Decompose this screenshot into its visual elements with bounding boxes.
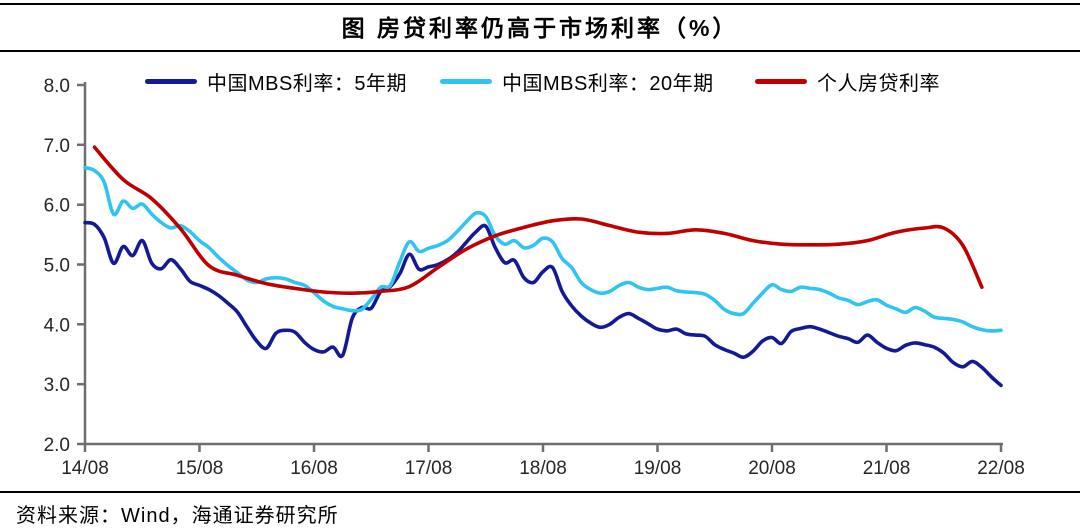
chart-title: 图 房贷利率仍高于市场利率（%）: [341, 15, 739, 41]
series-line-1: [83, 165, 1003, 333]
y-tick-label: 4.0: [44, 315, 70, 336]
x-tick-label: 21/08: [863, 458, 911, 479]
line-swatch-mortgage-icon: [755, 78, 807, 84]
y-tick-label: 7.0: [44, 136, 70, 157]
series-line-0: [83, 220, 1003, 388]
legend-label-mbs-20y: 中国MBS利率：20年期: [502, 72, 714, 95]
source-note: 资料来源：Wind，海通证券研究所: [16, 505, 339, 527]
legend-item-mbs-20y: 中国MBS利率：20年期: [440, 68, 714, 95]
legend-item-mbs-5y: 中国MBS利率：5年期: [145, 68, 407, 95]
footer-divider-rule: [0, 491, 1080, 493]
legend-item-mortgage-rate: 个人房贷利率: [755, 68, 940, 95]
y-tick-label: 8.0: [44, 76, 70, 97]
y-tick-label: 2.0: [44, 435, 70, 456]
top-border-rule: [0, 3, 1080, 5]
series-line-2: [92, 145, 984, 296]
x-tick-label: 22/08: [977, 458, 1025, 479]
y-tick-label: 5.0: [44, 256, 70, 277]
x-tick-label: 18/08: [519, 458, 567, 479]
x-tick-label: 16/08: [290, 458, 338, 479]
y-tick-label: 6.0: [44, 196, 70, 217]
x-tick-label: 17/08: [405, 458, 453, 479]
y-tick-label: 3.0: [44, 375, 70, 396]
x-tick-label: 14/08: [61, 458, 109, 479]
x-tick-label: 19/08: [634, 458, 682, 479]
title-divider-rule: [0, 50, 1080, 52]
x-tick-label: 15/08: [176, 458, 224, 479]
x-tick-label: 20/08: [748, 458, 796, 479]
legend-label-mbs-5y: 中国MBS利率：5年期: [207, 72, 407, 95]
legend-label-mortgage-rate: 个人房贷利率: [817, 72, 940, 95]
line-swatch-mbs-20y-icon: [440, 78, 492, 84]
line-swatch-mbs-5y-icon: [145, 78, 197, 84]
